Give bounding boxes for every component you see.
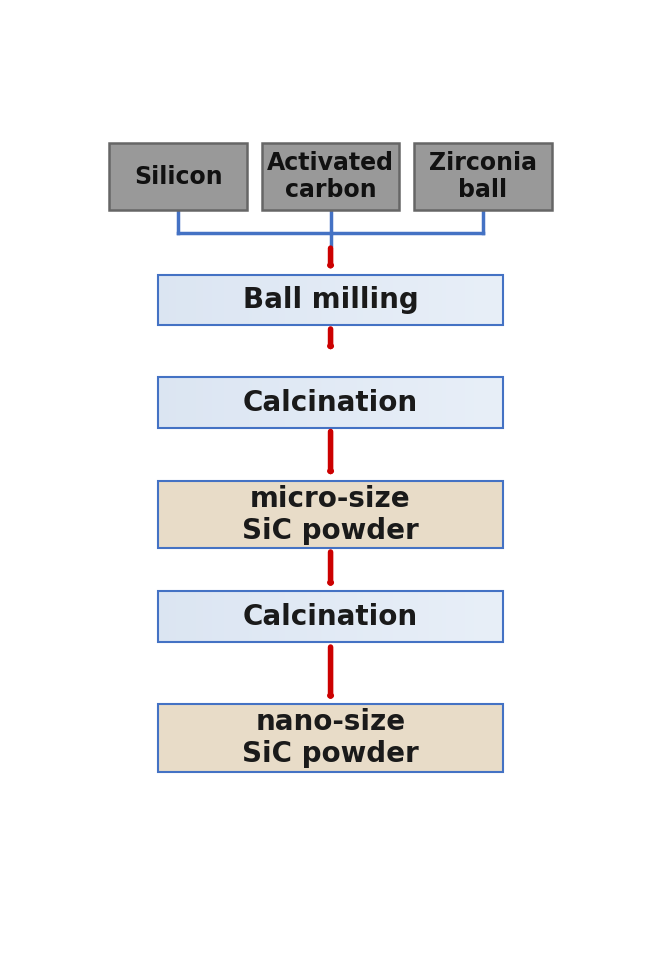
Text: Calcination: Calcination: [243, 389, 418, 417]
FancyBboxPatch shape: [158, 481, 503, 548]
Text: Activated
carbon: Activated carbon: [267, 151, 394, 202]
Text: micro-size
SiC powder: micro-size SiC powder: [242, 485, 419, 545]
Text: Silicon: Silicon: [134, 164, 223, 189]
FancyBboxPatch shape: [414, 143, 551, 210]
FancyBboxPatch shape: [158, 704, 503, 772]
Text: Calcination: Calcination: [243, 603, 418, 631]
Text: nano-size
SiC powder: nano-size SiC powder: [242, 708, 419, 768]
Text: Zirconia
ball: Zirconia ball: [429, 151, 537, 202]
FancyBboxPatch shape: [110, 143, 247, 210]
Text: Ball milling: Ball milling: [243, 286, 419, 314]
FancyBboxPatch shape: [262, 143, 399, 210]
